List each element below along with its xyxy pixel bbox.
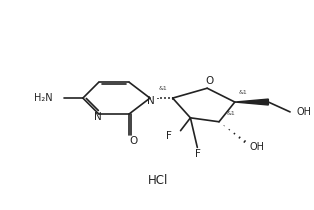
Text: O: O [205, 76, 213, 86]
Text: OH: OH [297, 107, 312, 117]
Text: &1: &1 [159, 86, 167, 91]
Text: O: O [129, 135, 137, 146]
Polygon shape [235, 99, 268, 105]
Text: F: F [195, 149, 201, 159]
Text: H₂N: H₂N [34, 93, 52, 103]
Text: N: N [94, 112, 101, 122]
Text: &1: &1 [239, 90, 247, 95]
Text: F: F [166, 131, 172, 140]
Text: HCl: HCl [148, 175, 168, 188]
Text: OH: OH [250, 142, 265, 152]
Text: &1: &1 [227, 111, 236, 116]
Text: N: N [147, 96, 155, 106]
